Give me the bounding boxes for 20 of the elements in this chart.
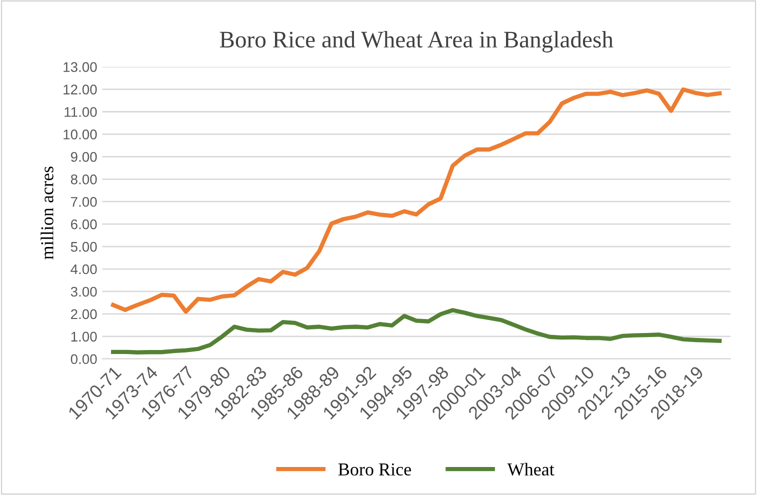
- y-tick-label: 0.00: [70, 354, 97, 364]
- y-tick-label: 2.00: [71, 309, 97, 320]
- y-tick-label: 6.00: [71, 219, 97, 230]
- legend-label: Boro Rice: [338, 463, 411, 476]
- y-tick-label: 12.00: [64, 84, 97, 94]
- y-tick-label: 4.00: [70, 264, 97, 274]
- y-tick-label: 13.00: [64, 62, 97, 72]
- y-axis-title: million acres: [40, 166, 54, 260]
- y-tick-label: 1.00: [71, 332, 97, 342]
- line-series: [111, 87, 722, 314]
- legend-label: Wheat: [507, 462, 554, 476]
- y-tick-label: 8.00: [70, 174, 97, 184]
- y-tick-label: 11.00: [64, 107, 97, 117]
- y-tick-label: 9.00: [70, 152, 97, 162]
- y-tick-label: 10.00: [64, 130, 97, 140]
- chart-title: Boro Rice and Wheat Area in Bangladesh: [220, 30, 614, 52]
- y-tick-label: 3.00: [70, 286, 97, 297]
- y-tick-label: 5.00: [70, 242, 97, 252]
- line-series: [111, 308, 722, 354]
- y-tick-label: 7.00: [71, 196, 97, 207]
